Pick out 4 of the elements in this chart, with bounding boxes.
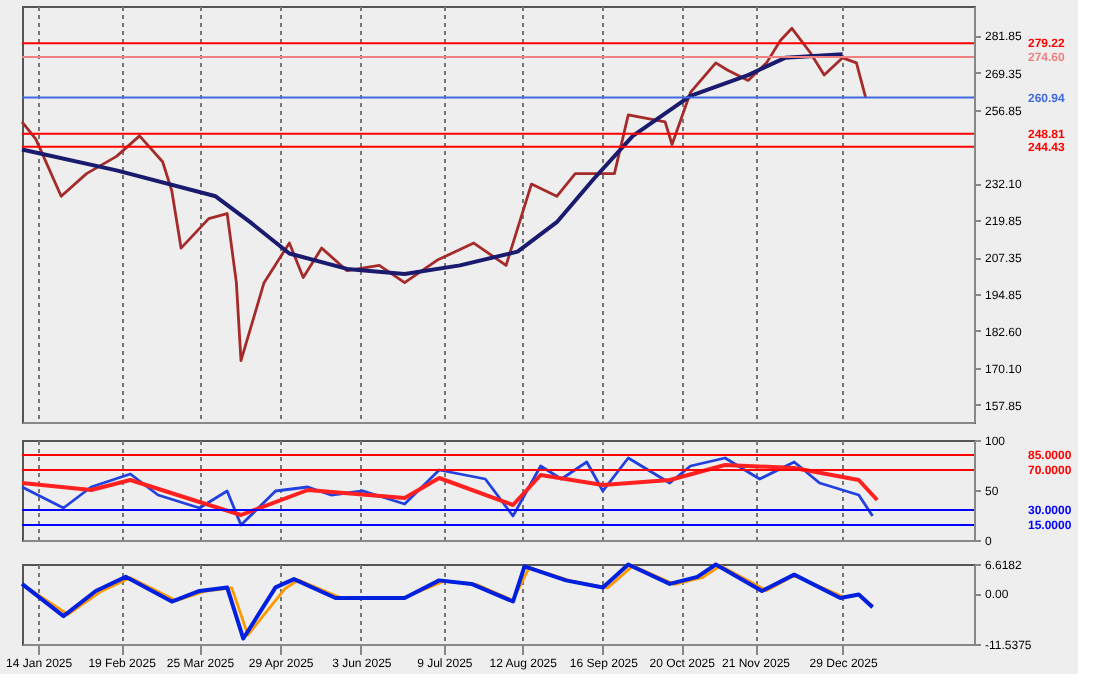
- line-series: [20, 26, 868, 363]
- line-series: [20, 456, 874, 527]
- line-series: [20, 52, 845, 276]
- line-series: [20, 463, 880, 517]
